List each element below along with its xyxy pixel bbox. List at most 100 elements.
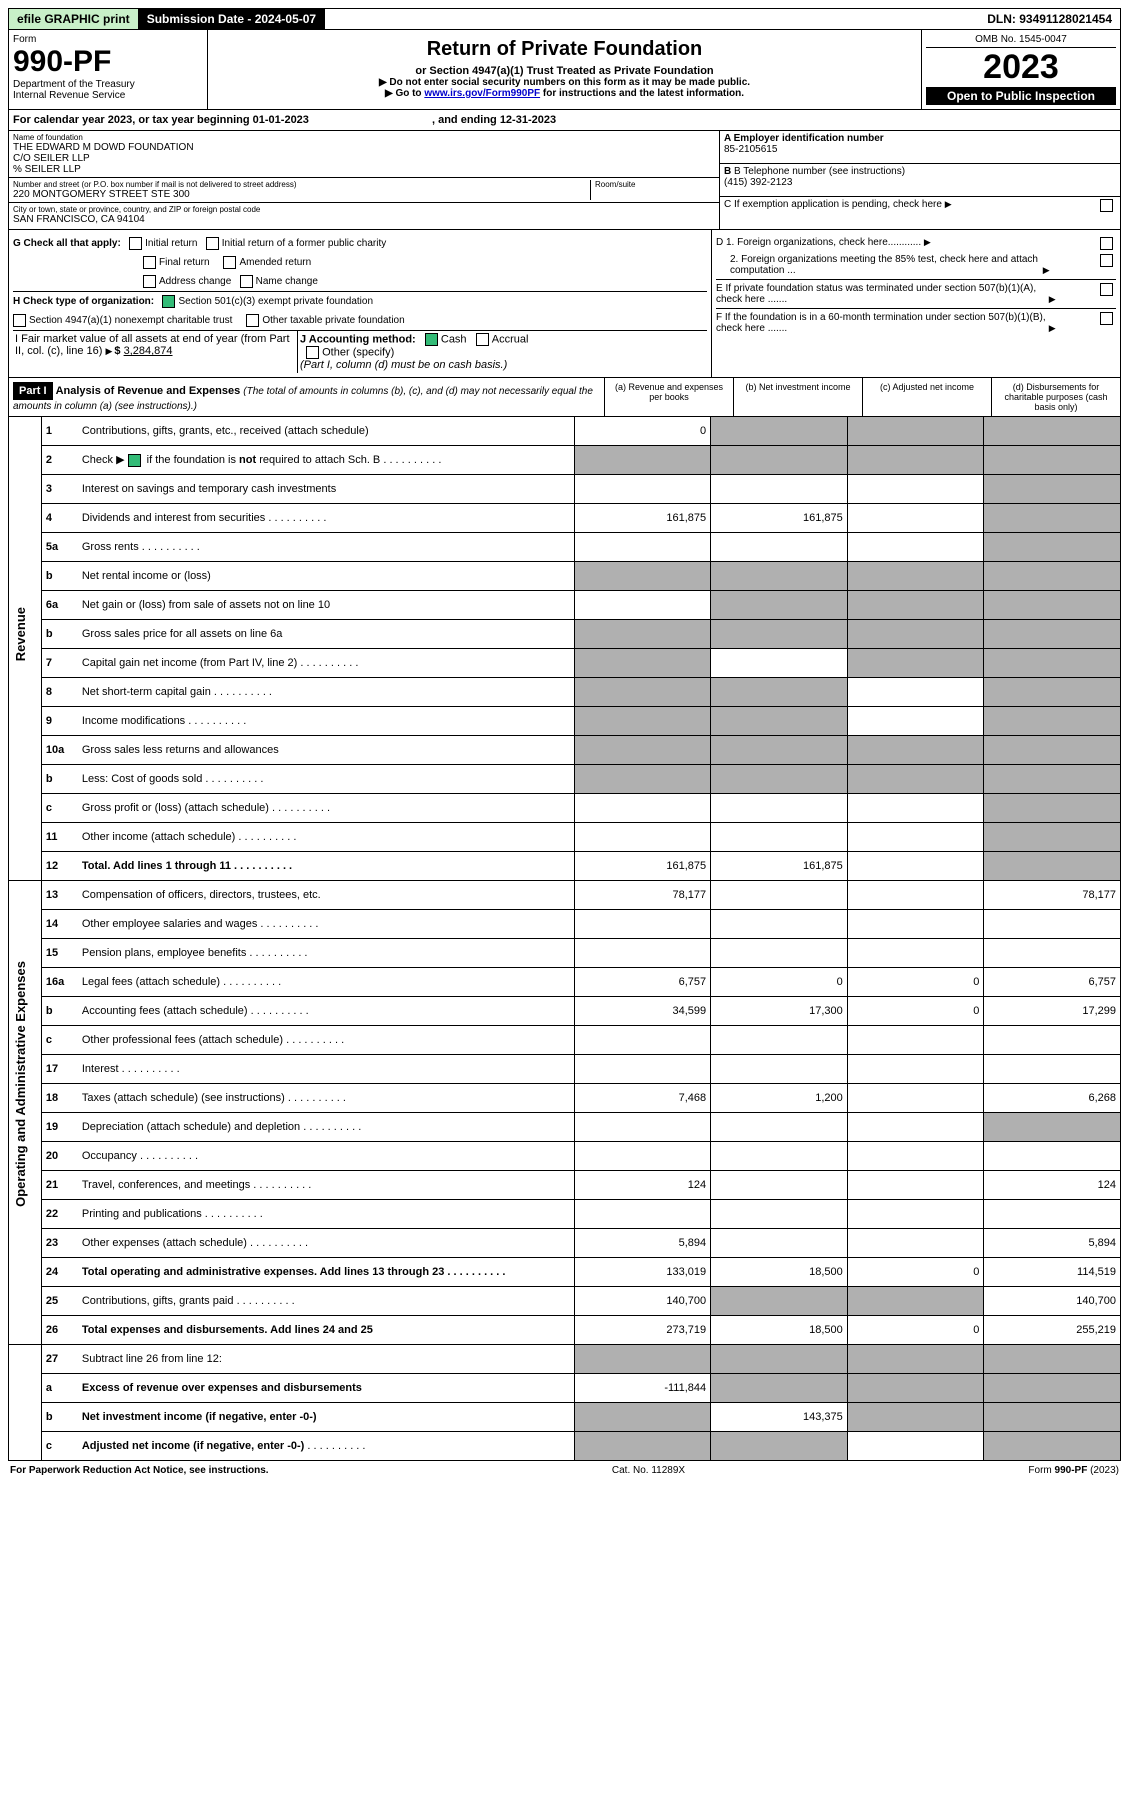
col-d: 6,757 (984, 968, 1121, 997)
col-a (574, 620, 711, 649)
col-b (711, 1055, 848, 1084)
initial-return-checkbox[interactable] (129, 237, 142, 250)
col-c: 0 (847, 1258, 984, 1287)
col-b (711, 562, 848, 591)
ein-row: A Employer identification number 85-2105… (720, 131, 1120, 164)
line-10a: 10aGross sales less returns and allowanc… (9, 736, 1121, 765)
accrual-checkbox[interactable] (476, 333, 489, 346)
col-b (711, 475, 848, 504)
fmv-amount: 3,284,874 (124, 345, 173, 357)
d1-checkbox[interactable] (1100, 237, 1113, 250)
c-checkbox[interactable] (1100, 199, 1113, 212)
i-block: I Fair market value of all assets at end… (13, 331, 298, 373)
col-c (847, 1432, 984, 1461)
check-grid: G Check all that apply: Initial return I… (8, 230, 1121, 378)
col-d: 124 (984, 1171, 1121, 1200)
line-num: b (41, 765, 78, 794)
ssn-note: ▶ Do not enter social security numbers o… (212, 77, 917, 88)
line-7: 7Capital gain net income (from Part IV, … (9, 649, 1121, 678)
j-label: J Accounting method: (300, 333, 416, 345)
form990pf-link[interactable]: www.irs.gov/Form990PF (424, 88, 540, 99)
final-return-label: Final return (159, 257, 210, 268)
line-num: b (41, 997, 78, 1026)
part1-header-row: Part I Analysis of Revenue and Expenses … (8, 378, 1121, 417)
line-14: 14Other employee salaries and wages (9, 910, 1121, 939)
other-taxable-checkbox[interactable] (246, 314, 259, 327)
line-desc: Net investment income (if negative, ente… (78, 1403, 574, 1432)
e-label: E If private foundation status was termi… (716, 283, 1046, 305)
col-c: 0 (847, 968, 984, 997)
4947-checkbox[interactable] (13, 314, 26, 327)
line-6b: bGross sales price for all assets on lin… (9, 620, 1121, 649)
col-c (847, 620, 984, 649)
line-num: 21 (41, 1171, 78, 1200)
dln-label: DLN: 93491128021454 (979, 9, 1120, 29)
line-num: 13 (41, 881, 78, 910)
line-27b: bNet investment income (if negative, ent… (9, 1403, 1121, 1432)
col-a (574, 446, 711, 475)
form-word: Form (13, 34, 203, 45)
501c3-checkbox[interactable] (162, 295, 175, 308)
form-title-block: Return of Private Foundation or Section … (208, 30, 922, 109)
line-num: a (41, 1374, 78, 1403)
line-desc: Interest on savings and temporary cash i… (78, 475, 574, 504)
j-block: J Accounting method: Cash Accrual Other … (298, 331, 707, 373)
col-a (574, 562, 711, 591)
col-b: 143,375 (711, 1403, 848, 1432)
other-method-checkbox[interactable] (306, 346, 319, 359)
line-27c: cAdjusted net income (if negative, enter… (9, 1432, 1121, 1461)
col-c (847, 881, 984, 910)
col-b (711, 794, 848, 823)
col-a: 78,177 (574, 881, 711, 910)
final-return-checkbox[interactable] (143, 256, 156, 269)
col-a (574, 1142, 711, 1171)
col-c (847, 504, 984, 533)
col-b (711, 620, 848, 649)
name-change-checkbox[interactable] (240, 275, 253, 288)
amended-return-checkbox[interactable] (223, 256, 236, 269)
d2-checkbox[interactable] (1100, 254, 1113, 267)
col-a: 161,875 (574, 852, 711, 881)
e-checkbox[interactable] (1100, 283, 1113, 296)
col-a: 0 (574, 417, 711, 446)
line-num: c (41, 1432, 78, 1461)
side-spacer (9, 1316, 42, 1345)
other-taxable-label: Other taxable private foundation (262, 315, 404, 326)
col-b-header: (b) Net investment income (733, 378, 862, 416)
efile-print-button[interactable]: efile GRAPHIC print (9, 9, 139, 29)
line-desc: Pension plans, employee benefits (78, 939, 574, 968)
col-a (574, 475, 711, 504)
col-b (711, 1345, 848, 1374)
line-5a: 5aGross rents (9, 533, 1121, 562)
col-c (847, 794, 984, 823)
cash-checkbox[interactable] (425, 333, 438, 346)
line-num: 19 (41, 1113, 78, 1142)
col-b: 18,500 (711, 1258, 848, 1287)
line-16c: cOther professional fees (attach schedul… (9, 1026, 1121, 1055)
f-checkbox[interactable] (1100, 312, 1113, 325)
schb-checkbox[interactable] (128, 454, 141, 467)
footer: For Paperwork Reduction Act Notice, see … (8, 1461, 1121, 1480)
line-num: 15 (41, 939, 78, 968)
col-d (984, 765, 1121, 794)
line-desc: Gross rents (78, 533, 574, 562)
line-num: 5a (41, 533, 78, 562)
line-desc: Income modifications (78, 707, 574, 736)
top-spacer (325, 9, 979, 29)
line-25: 25Contributions, gifts, grants paid 140,… (9, 1287, 1121, 1316)
line-num: 6a (41, 591, 78, 620)
d2-row: 2. Foreign organizations meeting the 85%… (716, 251, 1116, 280)
col-a: 140,700 (574, 1287, 711, 1316)
address-change-checkbox[interactable] (143, 275, 156, 288)
col-a: 6,757 (574, 968, 711, 997)
col-c (847, 417, 984, 446)
info-right: A Employer identification number 85-2105… (720, 131, 1120, 229)
col-d (984, 1432, 1121, 1461)
col-d (984, 1055, 1121, 1084)
initial-pc-checkbox[interactable] (206, 237, 219, 250)
line-num: 4 (41, 504, 78, 533)
address-change-label: Address change (159, 276, 231, 287)
col-b (711, 707, 848, 736)
line-num: 7 (41, 649, 78, 678)
col-d (984, 794, 1121, 823)
